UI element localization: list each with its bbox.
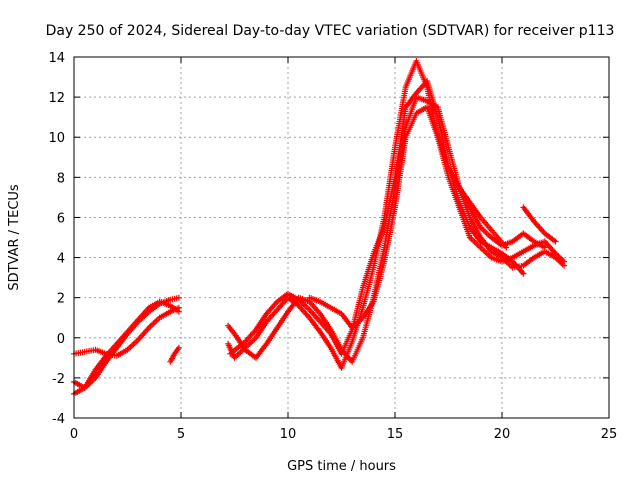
data-point-markers [71, 294, 182, 391]
y-tick-label: -2 [52, 372, 65, 387]
x-tick-label: 15 [387, 427, 404, 442]
y-tick-label: 12 [48, 91, 65, 106]
x-tick-label: 25 [601, 427, 618, 442]
x-tick-label: 5 [177, 427, 185, 442]
y-axis-label: SDTVAR / TECUs [7, 184, 22, 291]
chart-title: Day 250 of 2024, Sidereal Day-to-day VTE… [46, 23, 615, 39]
y-tick-label: 0 [57, 332, 65, 347]
track-t1 [71, 294, 182, 391]
track-t8 [306, 104, 548, 331]
y-tick-label: 14 [48, 51, 65, 66]
track-t10 [520, 204, 559, 245]
data-point-markers [225, 58, 568, 371]
x-tick-label: 0 [70, 427, 78, 442]
y-tick-label: 6 [57, 211, 65, 226]
y-tick-label: 2 [57, 292, 65, 307]
x-tick-label: 10 [280, 427, 297, 442]
grid [74, 57, 609, 418]
x-axis-label: GPS time / hours [287, 459, 396, 474]
plot-frame [73, 56, 610, 419]
track-t5 [225, 58, 568, 371]
data-marks [71, 58, 568, 397]
y-tick-label: -4 [52, 412, 65, 427]
data-point-markers [520, 204, 559, 245]
x-tick-label: 20 [494, 427, 511, 442]
y-tick-label: 4 [57, 252, 65, 267]
track-t4 [167, 344, 182, 365]
data-point-markers [167, 344, 182, 365]
y-tick-label: 10 [48, 131, 65, 146]
track-t9 [451, 178, 510, 251]
y-tick-label: 8 [57, 171, 65, 186]
data-point-markers [451, 178, 510, 251]
data-point-markers [306, 104, 548, 331]
axis-ticks: 0 5 10 15 20 25 -4 -2 0 2 4 6 8 10 12 14 [48, 51, 617, 442]
